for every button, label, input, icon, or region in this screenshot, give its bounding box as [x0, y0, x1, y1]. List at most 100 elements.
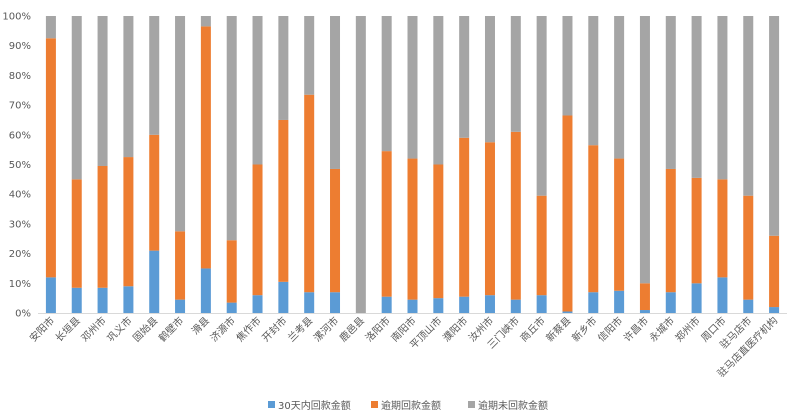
legend: 30天内回款金额 逾期回款金额 逾期未回款金额	[268, 399, 548, 412]
y-tick-label: 10%	[9, 279, 31, 290]
y-tick-label: 70%	[9, 101, 31, 112]
bar-segment-series-1	[149, 250, 160, 313]
bar-segment-series-1	[614, 290, 625, 313]
y-tick-label: 60%	[9, 130, 31, 141]
bar-segment-series-1	[71, 287, 82, 313]
bar-segment-series-3	[97, 16, 108, 166]
bar-segment-series-2	[71, 179, 82, 288]
bar-segment-series-2	[614, 158, 625, 291]
bar-segment-series-3	[459, 16, 470, 138]
bar-segment-series-1	[304, 292, 315, 313]
bar-segment-series-1	[639, 310, 650, 313]
bar-segment-series-1	[97, 287, 108, 313]
bar-segment-series-1	[433, 298, 444, 313]
bar-segment-series-1	[252, 295, 263, 313]
y-tick-label: 80%	[9, 71, 31, 82]
bar-segment-series-3	[149, 16, 160, 135]
x-category-label: 濮阳市	[440, 314, 470, 344]
bar-segment-series-1	[330, 292, 341, 313]
bar-segment-series-1	[407, 299, 418, 313]
bar-segment-series-2	[536, 195, 547, 296]
y-tick-label: 20%	[9, 249, 31, 260]
x-category-label: 信阳市	[595, 314, 625, 344]
legend-label: 逾期未回款金额	[478, 399, 548, 412]
x-category-label: 商丘市	[517, 314, 547, 344]
x-category-label: 济源市	[207, 314, 237, 344]
bar-segment-series-1	[510, 299, 521, 313]
y-tick-label: 90%	[9, 41, 31, 52]
bar-segment-series-2	[252, 164, 263, 296]
x-category-label: 鹤壁市	[156, 314, 186, 344]
x-category-label: 洛阳市	[362, 314, 392, 344]
bar-segment-series-2	[484, 142, 495, 296]
x-category-label: 长垣县	[53, 315, 83, 345]
legend-swatch	[268, 401, 275, 408]
x-category-label: 鹿邑县	[337, 314, 367, 344]
bar-segment-series-3	[355, 16, 366, 313]
y-tick-label: 30%	[9, 219, 31, 230]
bar-segment-series-2	[588, 145, 599, 293]
bar-segment-series-3	[562, 16, 573, 116]
y-axis: 0% 10% 20% 30% 40% 50% 60% 70% 80% 90% 100%	[2, 12, 31, 320]
x-category-label: 开封市	[259, 314, 289, 344]
legend-label: 逾期回款金额	[381, 399, 441, 412]
x-category-label: 焦作市	[233, 314, 263, 344]
bar-segment-series-3	[175, 16, 186, 232]
bar-segment-series-2	[45, 38, 56, 278]
bar-segment-series-3	[252, 16, 263, 165]
x-category-label: 漯河市	[311, 314, 341, 344]
bar-segment-series-1	[123, 286, 134, 313]
bar-segment-series-1	[691, 283, 702, 313]
bar-segment-series-1	[562, 311, 573, 313]
bar-segment-series-1	[200, 268, 211, 313]
bar-segment-series-3	[200, 16, 211, 27]
bar-segment-series-3	[614, 16, 625, 159]
bar-segment-series-3	[665, 16, 676, 169]
bar-segment-series-1	[717, 277, 728, 313]
x-category-label: 新蔡县	[543, 314, 573, 344]
bar-segment-series-3	[433, 16, 444, 165]
bar-segment-series-1	[45, 277, 56, 313]
bar-segment-series-3	[330, 16, 341, 169]
bar-segment-series-2	[149, 134, 160, 251]
bar-segment-series-1	[459, 296, 470, 313]
bar-segment-series-3	[691, 16, 702, 178]
y-tick-label: 40%	[9, 190, 31, 201]
legend-label: 30天内回款金额	[278, 399, 351, 412]
bar-segment-series-2	[200, 26, 211, 269]
x-category-label: 永城市	[646, 314, 676, 344]
bar-segment-series-2	[226, 240, 237, 303]
x-category-label: 滑县	[189, 315, 212, 338]
bar-segment-series-1	[278, 281, 289, 313]
bar-segment-series-3	[71, 16, 82, 180]
x-category-label: 郑州市	[672, 314, 702, 344]
bar-segment-series-3	[407, 16, 418, 159]
bar-segment-series-2	[123, 157, 134, 287]
x-category-label: 巩义市	[104, 314, 134, 344]
bar-segment-series-1	[536, 295, 547, 313]
bar-segment-series-2	[665, 168, 676, 293]
bar-segment-series-1	[484, 295, 495, 313]
bar-segment-series-2	[743, 195, 754, 300]
bar-segment-series-3	[278, 16, 289, 120]
x-category-label: 安阳市	[27, 314, 57, 344]
bar-segment-series-3	[769, 16, 780, 236]
bar-segment-series-3	[717, 16, 728, 180]
bar-segment-series-1	[226, 302, 237, 313]
bar-segment-series-2	[381, 151, 392, 297]
bar-segment-series-2	[510, 131, 521, 300]
legend-swatch	[371, 401, 378, 408]
bar-segment-series-2	[717, 179, 728, 278]
bar-segment-series-3	[123, 16, 134, 158]
bar-segment-series-3	[45, 16, 56, 39]
bar-segment-series-2	[433, 164, 444, 299]
bar-segment-series-3	[743, 16, 754, 196]
bar-segment-series-2	[691, 177, 702, 284]
x-category-label: 许昌市	[621, 314, 651, 344]
bar-segment-series-3	[588, 16, 599, 146]
bar-segment-series-3	[226, 16, 237, 241]
bar-segment-series-2	[459, 137, 470, 297]
bar-segment-series-2	[278, 119, 289, 282]
bar-segment-series-1	[665, 292, 676, 313]
